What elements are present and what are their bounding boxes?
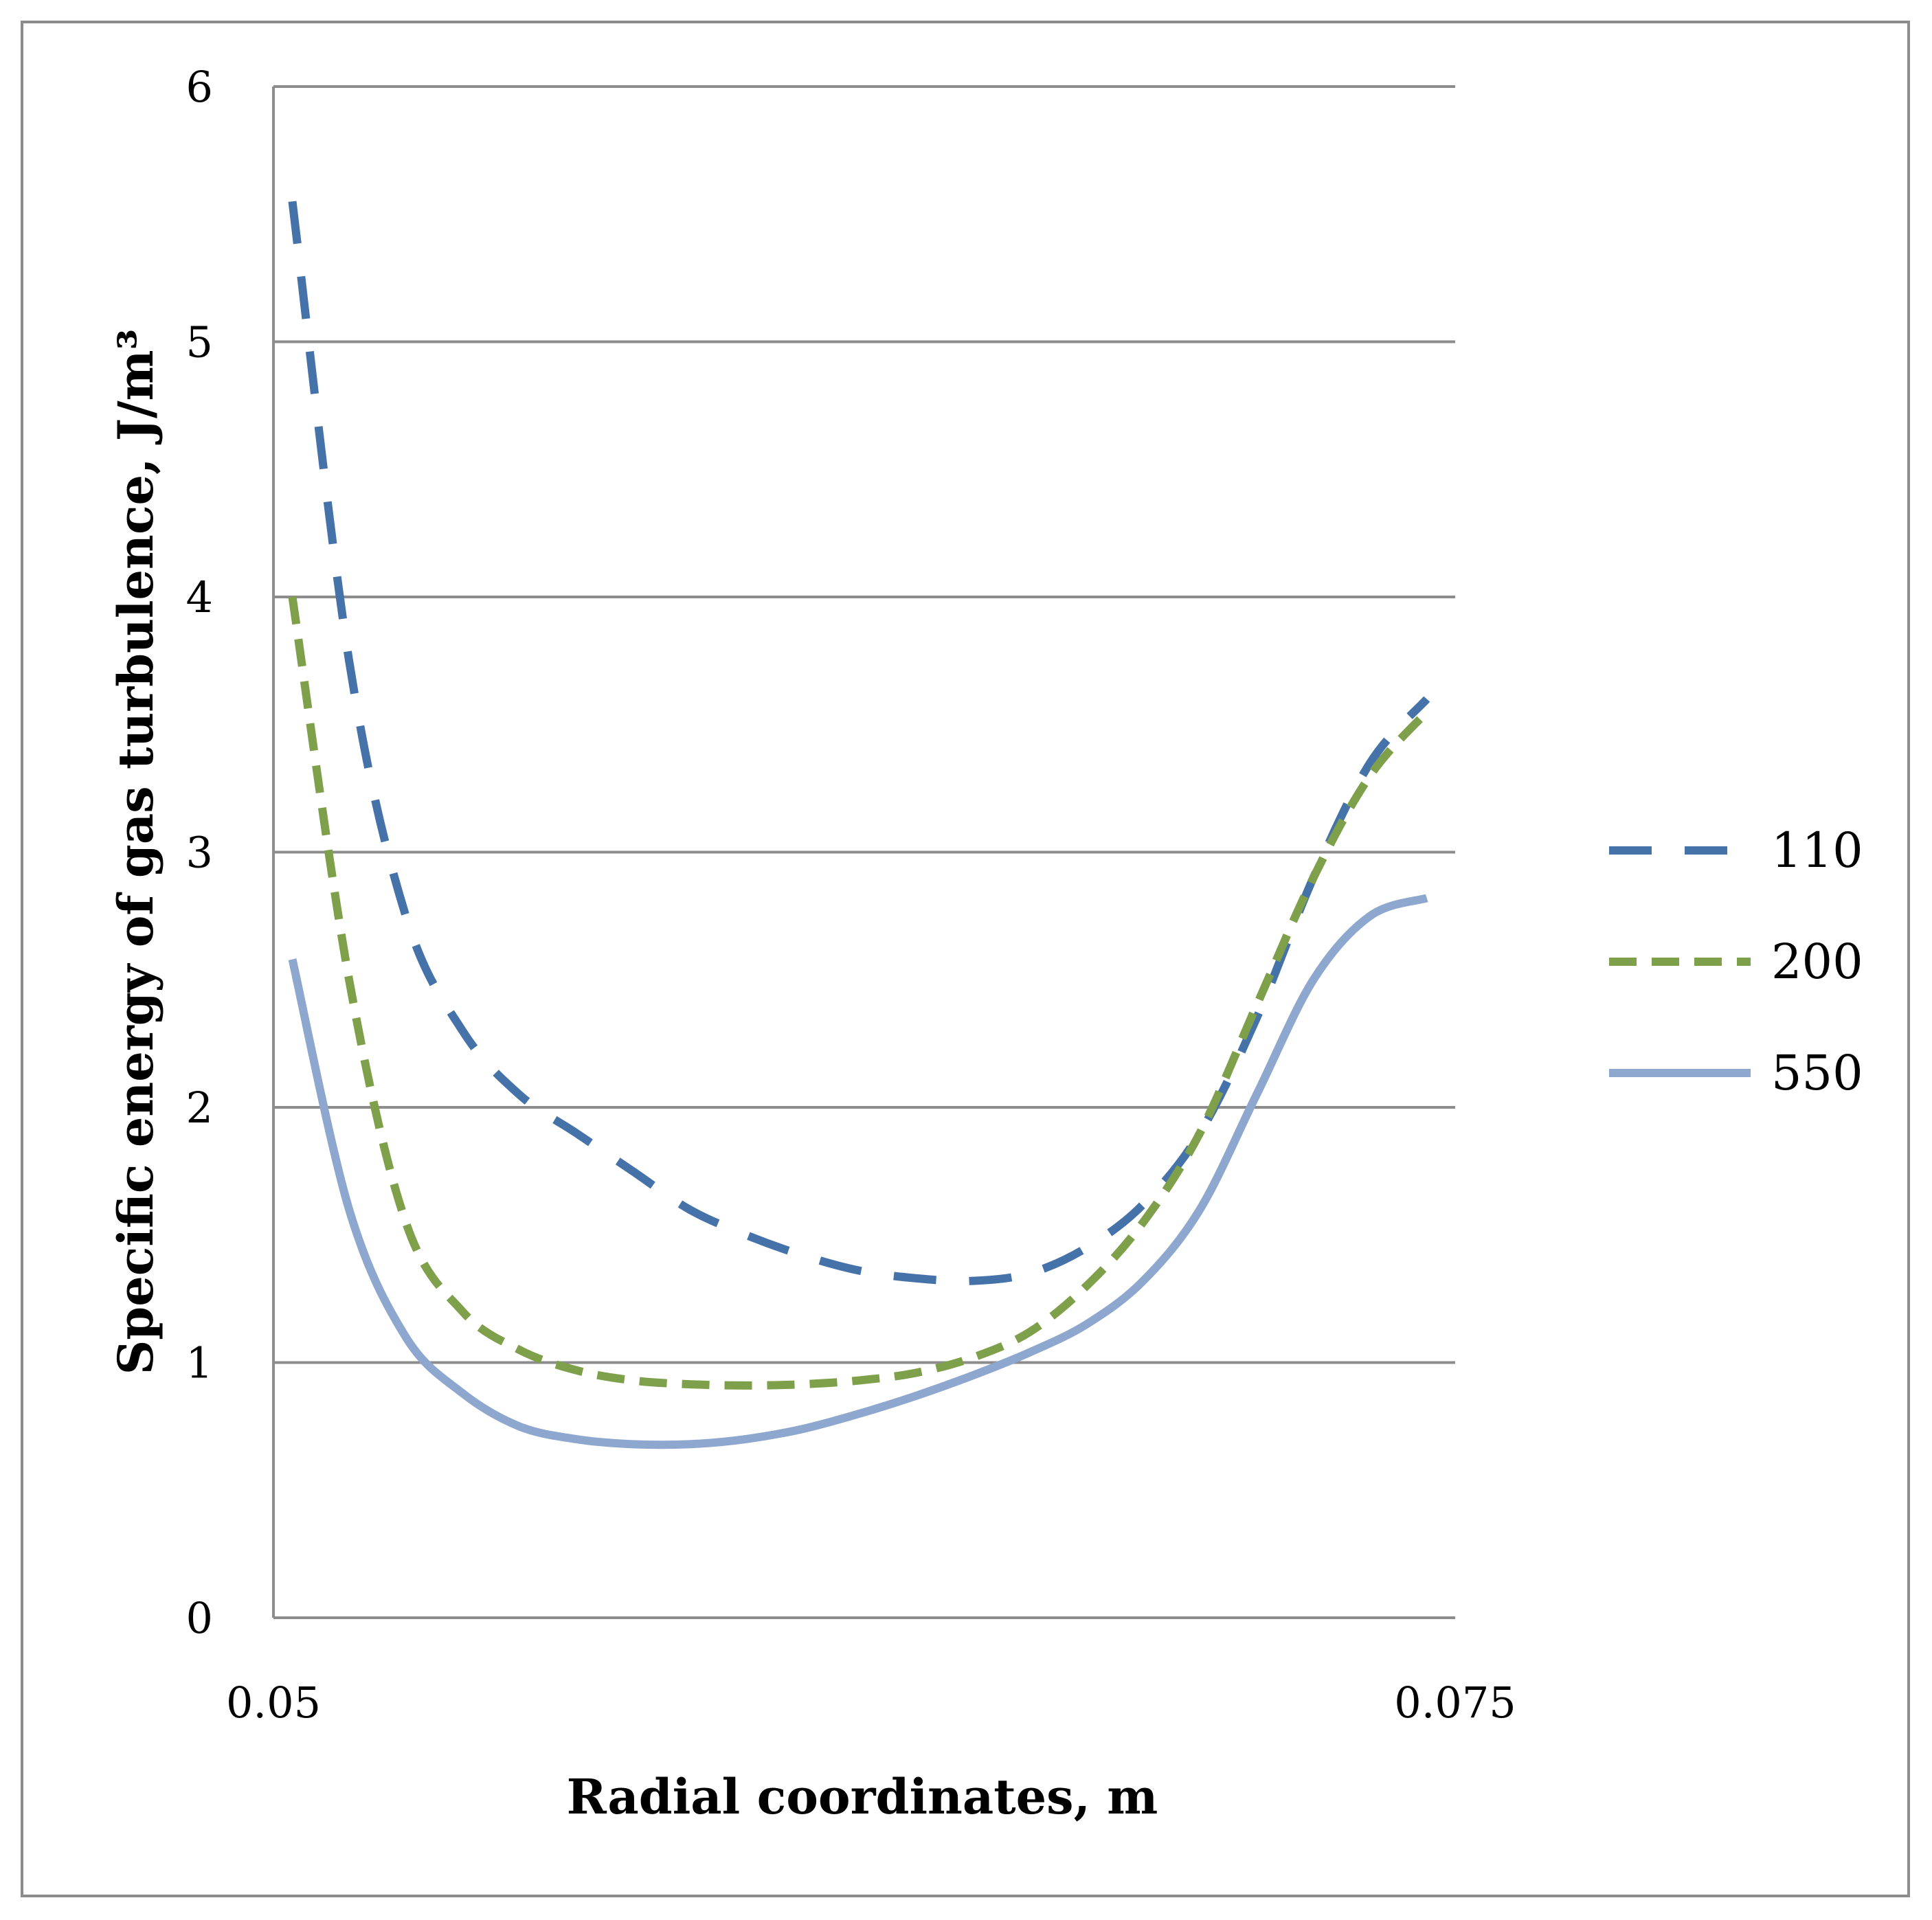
legend: 110 200 550 <box>1609 822 1863 1101</box>
y-axis-title: Specific energy of gas turbulence, J/m³ <box>107 329 164 1375</box>
x-tick-label: 0.075 <box>1394 1678 1516 1728</box>
y-tick-label: 2 <box>186 1083 213 1133</box>
series-line-110 <box>288 201 1430 1285</box>
y-tick-labels: 0 1 2 3 4 5 6 <box>186 62 213 1643</box>
legend-label-200: 200 <box>1771 934 1863 990</box>
y-tick-label: 4 <box>186 572 213 622</box>
series-line-550 <box>288 894 1428 1449</box>
gridlines <box>273 85 1455 1619</box>
legend-label-110: 110 <box>1771 822 1863 879</box>
chart-frame <box>21 21 1910 1897</box>
x-tick-labels: 0.05 0.075 <box>226 1678 1516 1728</box>
y-tick-label: 1 <box>186 1338 213 1388</box>
y-tick-label: 3 <box>186 828 213 878</box>
legend-label-550: 550 <box>1771 1045 1863 1101</box>
x-tick-label: 0.05 <box>226 1678 321 1728</box>
y-tick-label: 5 <box>186 317 213 368</box>
series-lines <box>288 201 1430 1449</box>
y-tick-label: 6 <box>186 62 213 112</box>
x-axis-title: Radial coordinates, m <box>567 1768 1158 1825</box>
y-tick-label: 0 <box>186 1593 213 1643</box>
